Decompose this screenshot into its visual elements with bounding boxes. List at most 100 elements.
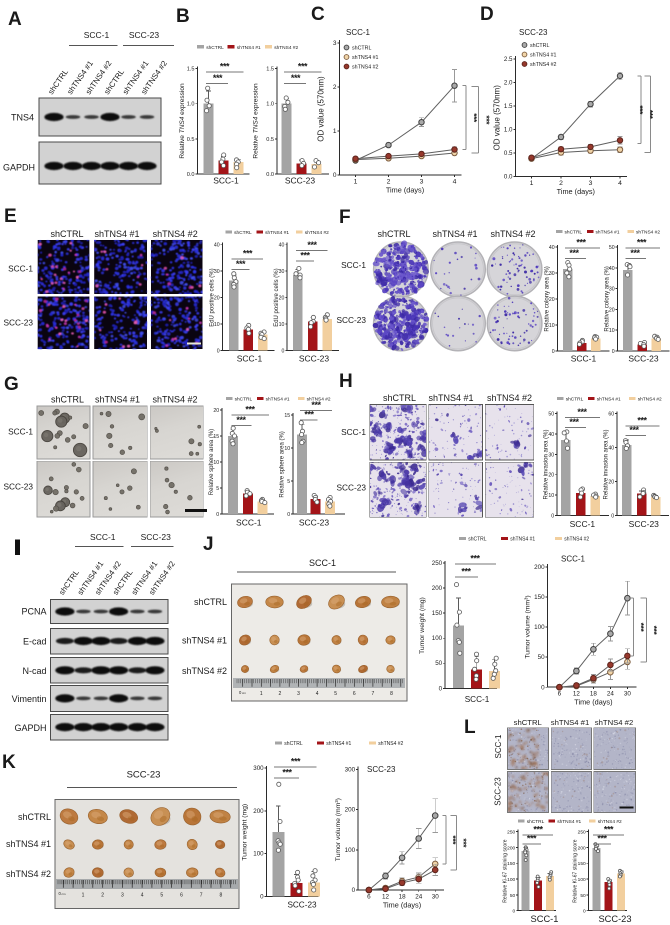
svg-text:0.0: 0.0	[187, 172, 195, 178]
svg-text:Tumor volume (mm³): Tumor volume (mm³)	[525, 595, 532, 658]
svg-text:***: ***	[291, 757, 301, 767]
svg-text:***: ***	[282, 767, 292, 777]
svg-text:Time (days): Time (days)	[383, 901, 421, 910]
svg-text:300: 300	[345, 767, 356, 774]
svg-text:Tumor weight (mg): Tumor weight (mg)	[419, 597, 426, 654]
svg-text:***: ***	[304, 410, 314, 420]
svg-text:8: 8	[220, 893, 223, 899]
svg-text:OD value (570nm): OD value (570nm)	[317, 76, 326, 142]
svg-text:SCC-23: SCC-23	[367, 765, 396, 774]
svg-text:Tumor volume (mm³): Tumor volume (mm³)	[335, 798, 342, 861]
svg-text:100: 100	[534, 624, 545, 631]
svg-text:shTNS4 #1: shTNS4 #1	[237, 45, 261, 51]
svg-text:shTNS4 #1: shTNS4 #1	[182, 636, 227, 646]
svg-text:1.0: 1.0	[187, 102, 195, 108]
svg-text:***: ***	[220, 62, 230, 72]
svg-text:***: ***	[637, 416, 647, 426]
svg-text:OD value (570nm): OD value (570nm)	[493, 85, 502, 151]
svg-text:SCC-1: SCC-1	[571, 354, 597, 364]
svg-text:20: 20	[213, 408, 219, 414]
svg-text:0: 0	[439, 685, 443, 692]
svg-text:***: ***	[311, 400, 321, 410]
svg-text:0: 0	[282, 349, 285, 355]
svg-text:cm: cm	[242, 691, 247, 695]
svg-text:150: 150	[534, 594, 545, 601]
svg-text:***: ***	[245, 404, 255, 414]
svg-text:SCC-1: SCC-1	[84, 30, 110, 40]
svg-text:Time (days): Time (days)	[574, 698, 612, 707]
svg-text:0.0: 0.0	[504, 174, 513, 181]
svg-text:EdU positive cells (%): EdU positive cells (%)	[274, 268, 280, 326]
svg-text:5: 5	[216, 486, 219, 492]
svg-text:200: 200	[345, 807, 356, 814]
svg-text:SCC-23: SCC-23	[129, 30, 160, 40]
svg-text:0: 0	[552, 349, 555, 355]
svg-text:***: ***	[630, 248, 640, 258]
svg-text:5: 5	[287, 479, 290, 485]
svg-text:shTNS4 #1: shTNS4 #1	[266, 397, 290, 403]
svg-text:18: 18	[399, 893, 407, 900]
svg-text:L: L	[464, 717, 476, 738]
svg-text:shTNS4 #2: shTNS4 #2	[530, 62, 557, 68]
svg-text:SCC-23: SCC-23	[3, 482, 33, 492]
svg-text:B: B	[176, 6, 190, 27]
svg-text:6: 6	[558, 691, 562, 698]
svg-text:1: 1	[260, 691, 263, 697]
svg-text:SCC-23: SCC-23	[127, 770, 161, 781]
svg-text:5: 5	[334, 691, 337, 697]
svg-text:3: 3	[121, 893, 124, 899]
svg-text:SCC-1: SCC-1	[341, 260, 366, 270]
svg-text:SCC-1: SCC-1	[237, 354, 263, 364]
svg-text:***: ***	[645, 110, 655, 120]
svg-text:Time (days): Time (days)	[557, 187, 595, 196]
svg-text:8: 8	[390, 691, 393, 697]
svg-text:***: ***	[569, 417, 579, 427]
svg-text:0: 0	[333, 172, 337, 179]
svg-text:***: ***	[577, 407, 587, 417]
svg-text:***: ***	[298, 62, 308, 72]
svg-text:SCC-23: SCC-23	[299, 354, 330, 364]
svg-text:0: 0	[352, 887, 356, 894]
svg-text:SCC-23: SCC-23	[299, 518, 330, 528]
svg-text:0: 0	[217, 349, 220, 355]
svg-text:50: 50	[548, 412, 554, 418]
svg-text:Relative sphere area (%): Relative sphere area (%)	[280, 431, 286, 497]
svg-text:shTNS4 #2: shTNS4 #2	[352, 64, 379, 70]
svg-text:SCC-23: SCC-23	[285, 176, 316, 186]
svg-text:20: 20	[548, 473, 554, 479]
svg-text:0: 0	[541, 684, 545, 691]
svg-text:Relative TNS4 expression: Relative TNS4 expression	[179, 83, 186, 159]
svg-text:SCC-1: SCC-1	[346, 28, 371, 37]
svg-text:shTNS4 #2: shTNS4 #2	[595, 718, 633, 727]
svg-text:***: ***	[629, 425, 639, 435]
svg-text:shCTRL: shCTRL	[51, 395, 84, 405]
svg-text:A: A	[8, 9, 22, 30]
svg-text:0: 0	[260, 893, 264, 900]
svg-text:SCC-23: SCC-23	[629, 519, 660, 529]
svg-text:1.0: 1.0	[266, 102, 274, 108]
svg-text:SCC-23: SCC-23	[494, 777, 503, 806]
svg-text:shTNS4 #2: shTNS4 #2	[487, 393, 532, 403]
svg-text:***: ***	[459, 838, 469, 848]
svg-text:3: 3	[333, 40, 337, 47]
svg-text:40: 40	[214, 243, 220, 249]
svg-text:1.5: 1.5	[187, 67, 195, 73]
svg-text:Relative colony area (%): Relative colony area (%)	[545, 266, 551, 331]
svg-text:0.5: 0.5	[504, 150, 513, 157]
svg-text:0: 0	[239, 690, 242, 695]
svg-text:0: 0	[59, 891, 62, 896]
svg-text:shTNS4 #2: shTNS4 #2	[153, 229, 198, 239]
svg-text:1.5: 1.5	[504, 103, 513, 110]
svg-text:40: 40	[279, 243, 285, 249]
svg-text:shCTRL: shCTRL	[234, 230, 252, 236]
svg-text:shTNS4 #1: shTNS4 #1	[352, 55, 379, 61]
svg-text:250: 250	[432, 560, 443, 567]
svg-text:shCTRL: shCTRL	[530, 43, 549, 49]
svg-text:shTNS4 #2: shTNS4 #2	[307, 397, 331, 403]
svg-text:E: E	[4, 206, 17, 227]
svg-text:***: ***	[636, 623, 646, 633]
svg-text:***: ***	[307, 240, 317, 250]
svg-text:20: 20	[608, 480, 614, 486]
svg-text:1: 1	[530, 180, 534, 187]
svg-text:30: 30	[432, 893, 440, 900]
